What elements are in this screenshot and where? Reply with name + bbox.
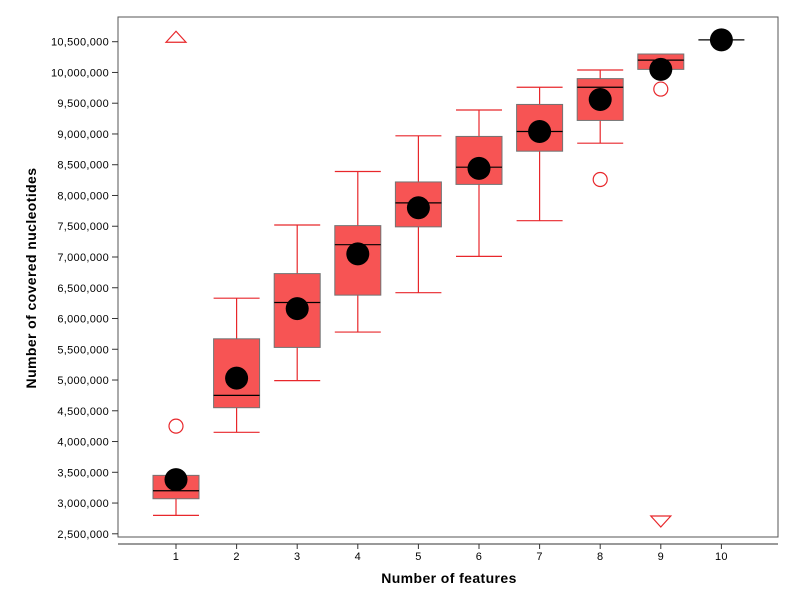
box-group-4	[334, 170, 382, 333]
x-tick-label: 10	[715, 551, 728, 563]
x-tick-label: 6	[476, 551, 482, 563]
x-tick-label: 5	[415, 551, 421, 563]
extreme-marker-triangle-down	[649, 515, 673, 528]
y-tick-label: 5,500,000	[57, 344, 109, 356]
x-tick-label: 8	[597, 551, 603, 563]
y-tick-label: 3,500,000	[57, 467, 109, 479]
y-tick-label: 4,500,000	[57, 406, 109, 418]
y-tick-label: 3,000,000	[57, 498, 109, 510]
y-tick-label: 7,500,000	[57, 221, 109, 233]
y-tick-label: 6,000,000	[57, 314, 109, 326]
box-body	[213, 338, 261, 409]
y-tick-label: 7,000,000	[57, 252, 109, 264]
y-tick-label: 9,000,000	[57, 129, 109, 141]
y-tick-label: 5,000,000	[57, 375, 109, 387]
chart-marks	[152, 28, 745, 528]
box-group-1	[152, 418, 200, 516]
mean-marker	[285, 297, 309, 321]
x-tick-label: 9	[658, 551, 664, 563]
y-tick-label: 6,500,000	[57, 283, 109, 295]
box-group-3	[273, 224, 321, 382]
mean-marker	[164, 468, 188, 492]
outlier-point	[168, 418, 184, 434]
y-tick-label: 2,500,000	[57, 529, 109, 541]
x-tick-label: 3	[294, 551, 300, 563]
outlier-point	[592, 171, 608, 188]
mean-marker	[467, 156, 491, 180]
x-axis: 1 2 3 4 5 6 7 8 9 10	[118, 543, 778, 563]
mean-marker	[346, 242, 370, 266]
mean-marker	[649, 57, 673, 81]
x-axis-title: Number of features	[381, 570, 517, 586]
x-tick-label: 7	[536, 551, 542, 563]
y-axis: 2,500,000 3,000,000 3,500,000 4,000,000 4,50…	[51, 37, 118, 541]
mean-marker	[406, 196, 430, 220]
x-tick-label: 2	[233, 551, 239, 563]
box-group-10	[698, 28, 745, 52]
x-tick-label: 1	[173, 551, 179, 563]
mean-marker	[225, 366, 249, 390]
y-tick-label: 10,000,000	[51, 67, 109, 79]
box-group-2	[213, 297, 261, 433]
x-tick-label: 4	[355, 551, 361, 563]
box-group-6	[455, 109, 503, 257]
plot-frame	[117, 16, 779, 538]
y-axis-title: Number of covered nucleotides	[23, 168, 39, 389]
box-group-5	[394, 135, 442, 294]
box-group-8	[576, 69, 624, 188]
y-tick-label: 9,500,000	[57, 98, 109, 110]
extreme-marker-triangle-up	[164, 30, 188, 43]
box-group-7	[516, 86, 564, 222]
outlier-point	[653, 81, 669, 97]
box-group-9	[637, 53, 685, 97]
y-tick-label: 8,000,000	[57, 190, 109, 202]
mean-marker	[709, 28, 733, 52]
mean-marker	[528, 120, 552, 144]
mean-marker	[588, 88, 612, 112]
y-tick-label: 8,500,000	[57, 160, 109, 172]
y-tick-label: 10,500,000	[51, 37, 109, 49]
y-tick-label: 4,000,000	[57, 437, 109, 449]
